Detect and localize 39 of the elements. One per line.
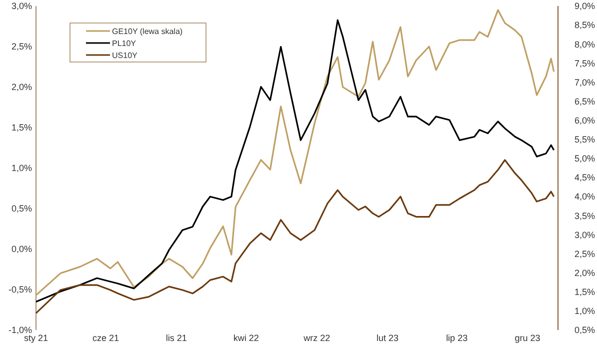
x-tick-label: cze 21 [92, 333, 120, 343]
y2-tick-label: 6,0% [574, 116, 595, 126]
legend-label: GE10Y (lewa skala) [112, 26, 183, 36]
y2-tick-label: 1,5% [574, 287, 595, 298]
y-tick-label: -1,0% [8, 325, 32, 336]
y2-tick-label: 8,5% [574, 20, 595, 30]
x-tick-label: lip 23 [446, 333, 468, 343]
y2-tick-label: 5,5% [574, 134, 595, 145]
y-tick-label: 1,0% [11, 163, 32, 174]
y-tick-label: 0,0% [11, 244, 32, 254]
y-tick-label: 2,5% [11, 42, 32, 52]
x-tick-label: gru 23 [514, 333, 540, 343]
y2-tick-label: 5,0% [574, 154, 595, 164]
y-tick-label: 1,5% [11, 122, 32, 133]
y2-tick-label: 3,5% [574, 210, 595, 221]
y2-tick-label: 9,0% [574, 1, 595, 12]
x-tick-label: sty 21 [24, 333, 48, 343]
y2-tick-label: 4,0% [574, 192, 595, 202]
y-tick-label: 3,0% [11, 1, 32, 12]
x-tick-label: lis 21 [166, 333, 187, 343]
y2-tick-label: 2,5% [574, 248, 595, 259]
y2-tick-label: 6,5% [574, 96, 595, 106]
y2-tick-label: 7,0% [574, 77, 595, 88]
y2-tick-label: 0,5% [574, 325, 595, 336]
x-tick-label: kwi 22 [233, 333, 259, 343]
y2-tick-label: 2,0% [574, 268, 595, 278]
line-series [35, 159, 555, 314]
y2-tick-label: 3,0% [574, 230, 595, 240]
x-tick-label: lut 23 [376, 333, 399, 343]
y-tick-label: -0,5% [8, 284, 32, 295]
y-tick-label: 2,0% [11, 82, 32, 92]
y2-tick-label: 7,5% [574, 58, 595, 68]
x-tick-label: wrz 22 [302, 333, 330, 343]
y-tick-label: 0,5% [11, 204, 32, 214]
y2-tick-label: 8,0% [574, 39, 595, 50]
legend-label: PL10Y [112, 38, 137, 48]
y2-tick-label: 1,0% [574, 306, 595, 316]
legend-label: US10Y [112, 50, 138, 60]
y2-tick-label: 4,5% [574, 172, 595, 183]
